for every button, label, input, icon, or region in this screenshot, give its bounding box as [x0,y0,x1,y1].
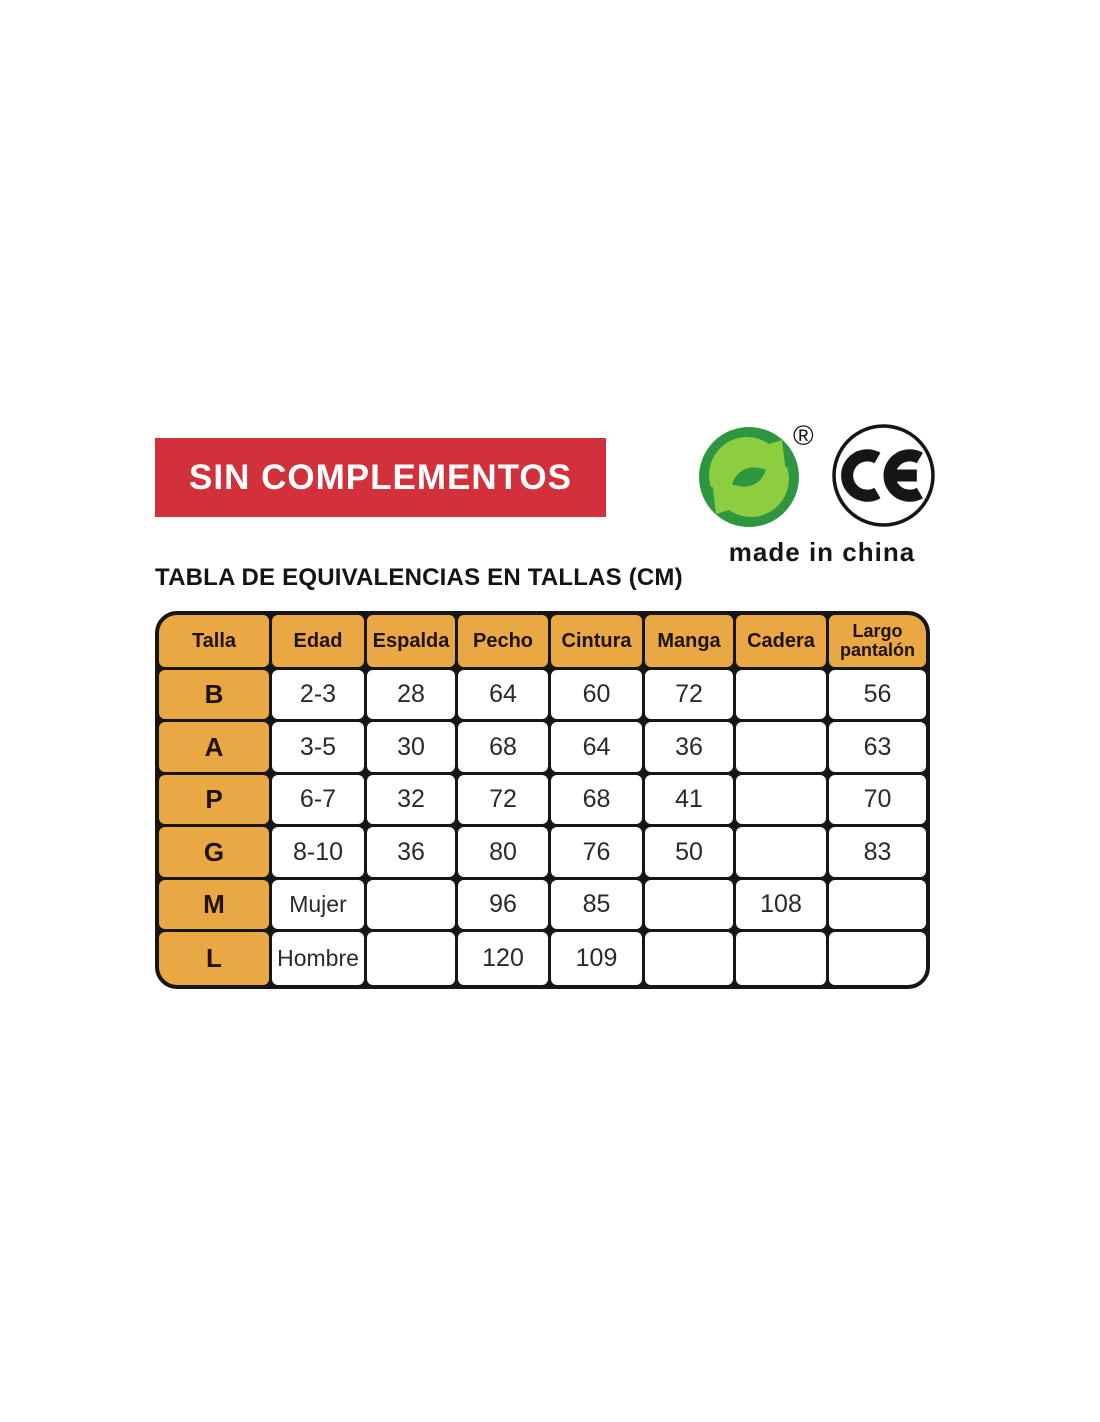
table-cell: 108 [736,880,826,929]
table-cell [829,932,926,985]
table-cell: 120 [458,932,548,985]
table-cell: 32 [367,775,455,824]
header-cell-largo-pantalon: Largo pantalón [829,615,926,667]
made-in-china-label: made in china [728,537,916,567]
table-cell: 96 [458,880,548,929]
table-cell: 68 [551,775,642,824]
size-cell-g: G [159,827,269,877]
table-cell: 72 [458,775,548,824]
table-cell: 3-5 [272,722,364,772]
table-cell [367,880,455,929]
header-cell-edad: Edad [272,615,364,667]
header-cell-cintura: Cintura [551,615,642,667]
table-cell: 72 [645,670,733,719]
table-cell [829,880,926,929]
table-cell: 76 [551,827,642,877]
green-dot-icon [699,427,799,527]
table-cell: 36 [645,722,733,772]
table-cell [736,722,826,772]
product-banner: SIN COMPLEMENTOS [155,438,606,517]
header-cell-talla: Talla [159,615,269,667]
registered-trademark-icon: ® [793,420,814,451]
table-title: TABLA DE EQUIVALENCIAS EN TALLAS (CM) [155,564,683,591]
table-cell: 68 [458,722,548,772]
table-cell [736,932,826,985]
table-cell: 50 [645,827,733,877]
size-cell-a: A [159,722,269,772]
table-cell: 6-7 [272,775,364,824]
table-cell: 36 [367,827,455,877]
size-table: Talla Edad Espalda Pecho Cintura Manga C… [155,611,930,989]
table-cell: 109 [551,932,642,985]
size-cell-m: M [159,880,269,929]
table-cell [367,932,455,985]
table-cell: 41 [645,775,733,824]
table-cell: 60 [551,670,642,719]
table-cell [736,670,826,719]
size-cell-p: P [159,775,269,824]
size-cell-l: L [159,932,269,985]
header-cell-pecho: Pecho [458,615,548,667]
ce-mark-icon [832,424,935,527]
table-cell: 64 [551,722,642,772]
table-cell: 85 [551,880,642,929]
header-cell-espalda: Espalda [367,615,455,667]
table-cell: 28 [367,670,455,719]
table-cell: 80 [458,827,548,877]
table-cell: Mujer [272,880,364,929]
table-cell [645,932,733,985]
table-cell: Hombre [272,932,364,985]
banner-text: SIN COMPLEMENTOS [189,457,572,497]
table-cell: 64 [458,670,548,719]
table-cell: 8-10 [272,827,364,877]
table-cell: 63 [829,722,926,772]
table-cell: 2-3 [272,670,364,719]
size-cell-b: B [159,670,269,719]
table-cell [736,827,826,877]
table-cell: 30 [367,722,455,772]
header-cell-manga: Manga [645,615,733,667]
table-cell: 70 [829,775,926,824]
table-cell [645,880,733,929]
table-cell [736,775,826,824]
header-cell-cadera: Cadera [736,615,826,667]
table-cell: 56 [829,670,926,719]
table-cell: 83 [829,827,926,877]
